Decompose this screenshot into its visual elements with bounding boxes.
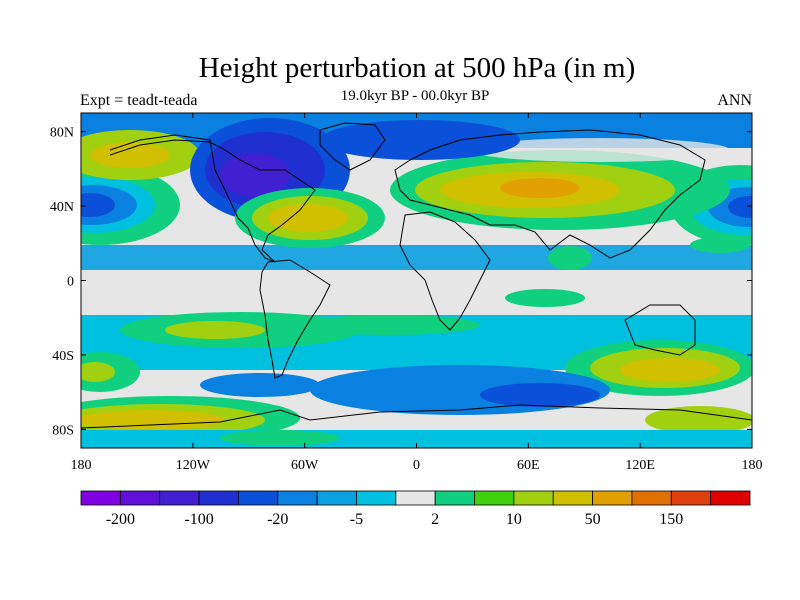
npac-east-core [81,193,115,217]
colorbar-label: -200 [106,511,135,528]
colorbar: -200 -100 -20 -5 2 10 50 150 [80,490,751,528]
colorbar-swatch [670,490,712,506]
ant-east-high [645,406,752,434]
colorbar-label: -5 [350,511,363,528]
colorbar-label: 50 [585,511,601,528]
coast-australia [624,304,696,356]
coast-greenland [319,122,386,171]
lat-tick-label: 0 [67,275,74,290]
experiment-label: Expt = teadt-teada [80,92,198,109]
so-low-west [200,373,320,397]
lat-tick-label: 80S [52,423,74,438]
colorbar-label: 150 [659,511,683,528]
sio-high-core [620,358,720,382]
colorbar-swatch [710,490,751,506]
colorbar-swatch [592,490,633,506]
plot-subtitle: 19.0kyr BP - 00.0kyr BP [340,88,490,104]
colorbar-swatch [631,490,672,506]
colorbar-swatch [316,490,357,506]
alaska-high-core [90,142,170,168]
tropical-band-north [81,245,752,270]
colorbar-label: -20 [267,511,288,528]
coastlines [81,122,752,429]
io-spot [505,289,585,307]
colorbar-swatch [159,490,200,506]
lon-tick-label: 180 [742,458,763,473]
arctic-low [320,120,520,160]
lat-tick-label: 40N [50,200,74,215]
colorbar-swatch [552,490,593,506]
lat-tick-label: 80N [50,126,74,141]
colorbar-swatch [434,490,475,506]
lon-tick-label: 60E [517,458,540,473]
spac-east-yellow [81,362,115,382]
lat-tick-label: 40S [52,349,74,364]
colorbar-swatch [80,490,121,506]
so-low-core [480,383,600,407]
season-label: ANN [717,92,752,109]
colorbar-label: 2 [431,511,439,528]
axis-ticks: 180 120W 60W 0 60E 120E 180 80N 40N 0 40S 80S [50,113,763,473]
colorbar-swatch [119,490,161,506]
coast-eurasia [394,129,706,259]
spac-yellow [165,321,265,339]
lon-tick-label: 180 [71,458,92,473]
india-spot [548,246,592,270]
colorbar-swatch [356,490,397,506]
satl-green [300,315,480,335]
ant-high-core [81,410,225,430]
natl-high-core [268,204,348,232]
colorbar-swatch [513,490,554,506]
lon-tick-label: 120W [176,458,211,473]
colorbar-swatch [474,490,515,506]
lon-tick-label: 120E [625,458,655,473]
ant-green-spot [220,430,340,446]
eurasia-high-core [500,178,580,198]
na-low-core [220,153,290,197]
npac-west-core [728,196,752,218]
arctic-streak [470,138,730,162]
wpac-spot [690,237,750,253]
lon-tick-label: 60W [291,458,319,473]
colorbar-label: -100 [184,511,213,528]
coast-antarctica [81,404,752,429]
colorbar-label: 10 [506,511,522,528]
coast-north-america [109,134,316,263]
colorbar-swatch [277,490,318,506]
coast-south-america [259,259,331,379]
colorbar-swatch [238,490,279,506]
anomaly-field [81,113,752,448]
colorbar-swatch [198,490,239,506]
colorbar-swatch [395,490,436,506]
lon-tick-label: 0 [413,458,420,473]
coast-africa [399,211,491,331]
plot-title: Height perturbation at 500 hPa (in m) [198,52,636,84]
